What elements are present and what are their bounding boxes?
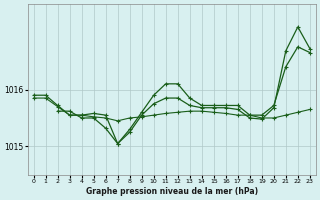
X-axis label: Graphe pression niveau de la mer (hPa): Graphe pression niveau de la mer (hPa) xyxy=(86,187,258,196)
